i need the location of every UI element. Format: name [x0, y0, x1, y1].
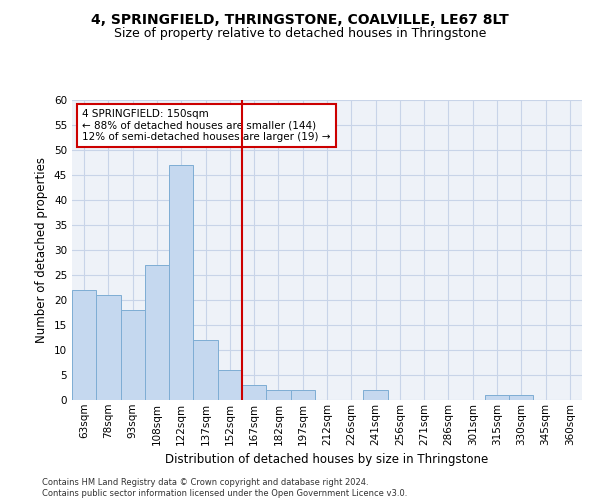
Bar: [218, 370, 242, 400]
Text: Contains HM Land Registry data © Crown copyright and database right 2024.
Contai: Contains HM Land Registry data © Crown c…: [42, 478, 407, 498]
Bar: [193, 340, 218, 400]
Text: 4 SPRINGFIELD: 150sqm
← 88% of detached houses are smaller (144)
12% of semi-det: 4 SPRINGFIELD: 150sqm ← 88% of detached …: [82, 109, 331, 142]
Bar: [145, 265, 169, 400]
Bar: [509, 395, 533, 400]
X-axis label: Distribution of detached houses by size in Thringstone: Distribution of detached houses by size …: [166, 453, 488, 466]
Bar: [290, 390, 315, 400]
Bar: [169, 165, 193, 400]
Bar: [121, 310, 145, 400]
Bar: [485, 395, 509, 400]
Bar: [364, 390, 388, 400]
Bar: [266, 390, 290, 400]
Y-axis label: Number of detached properties: Number of detached properties: [35, 157, 49, 343]
Bar: [242, 385, 266, 400]
Bar: [72, 290, 96, 400]
Text: Size of property relative to detached houses in Thringstone: Size of property relative to detached ho…: [114, 28, 486, 40]
Bar: [96, 295, 121, 400]
Text: 4, SPRINGFIELD, THRINGSTONE, COALVILLE, LE67 8LT: 4, SPRINGFIELD, THRINGSTONE, COALVILLE, …: [91, 12, 509, 26]
